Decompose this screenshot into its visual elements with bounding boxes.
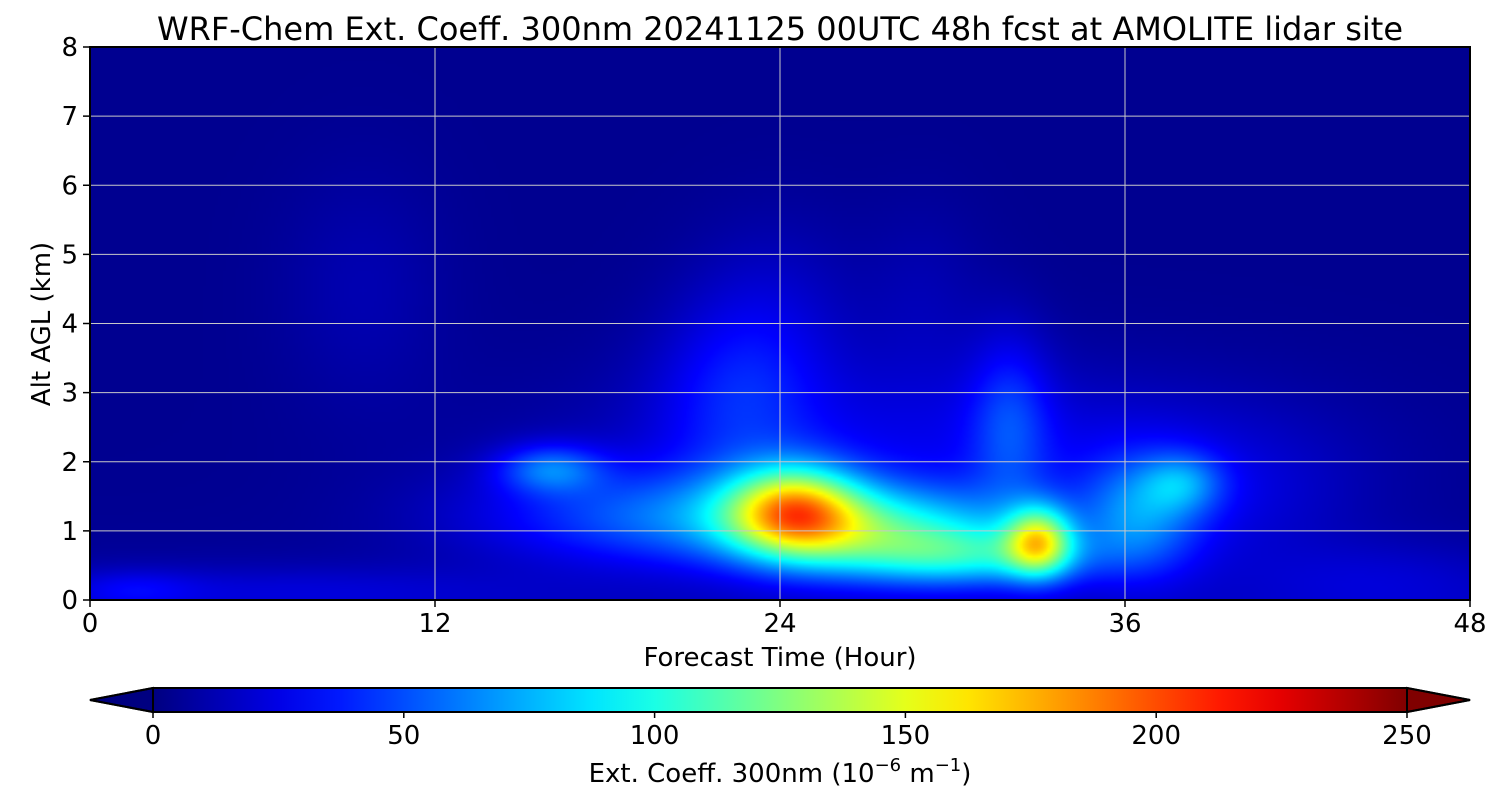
y-tick-label: 4 [61, 310, 78, 340]
colorbar-tick-label: 100 [630, 721, 680, 751]
colorbar-label-exp2: −1 [935, 755, 962, 776]
y-tick-label: 2 [61, 448, 78, 478]
y-tick-label: 0 [61, 586, 78, 616]
colorbar-label-main: Ext. Coeff. 300nm (10 [589, 759, 875, 789]
y-tick-label: 7 [61, 102, 78, 132]
colorbar-label-end: ) [961, 759, 971, 789]
x-axis: 0 12 24 36 48 [82, 600, 1487, 639]
colorbar-tick-label: 0 [145, 721, 162, 751]
y-tick-label: 6 [61, 171, 78, 201]
colorbar-label-exp1: −6 [875, 755, 902, 776]
colorbar-tick-label: 200 [1131, 721, 1181, 751]
grid-lines [90, 47, 1470, 600]
plot-area [89, 46, 1471, 601]
colorbar-extend-high [1406, 686, 1471, 714]
y-tick-label: 1 [61, 517, 78, 547]
x-axis-label: Forecast Time (Hour) [643, 643, 916, 673]
colorbar: 0 50 100 150 200 250 Ext. Coeff. 300nm (10−6 … [89, 686, 1471, 789]
y-axis-label: Alt AGL (km) [27, 242, 57, 406]
colorbar-tick-label: 250 [1382, 721, 1432, 751]
colorbar-label-mid: m [901, 759, 935, 789]
colorbar-tick-label: 50 [387, 721, 420, 751]
colorbar-extend-low [89, 686, 154, 714]
y-tick-label: 3 [61, 379, 78, 409]
colorbar-tick-label: 150 [881, 721, 931, 751]
y-axis: 0 1 2 3 4 5 6 7 8 [61, 33, 90, 616]
y-tick-label: 8 [61, 33, 78, 63]
colorbar-ticks: 0 50 100 150 200 250 [145, 712, 1432, 751]
x-tick-label: 24 [763, 609, 796, 639]
colorbar-label: Ext. Coeff. 300nm (10−6 m−1) [589, 755, 972, 789]
x-tick-label: 48 [1453, 609, 1486, 639]
x-tick-label: 0 [82, 609, 99, 639]
x-tick-label: 36 [1108, 609, 1141, 639]
y-tick-label: 5 [61, 240, 78, 270]
colorbar-bar [153, 688, 1407, 712]
x-tick-label: 12 [418, 609, 451, 639]
chart-title: WRF-Chem Ext. Coeff. 300nm 20241125 00UT… [157, 10, 1403, 48]
